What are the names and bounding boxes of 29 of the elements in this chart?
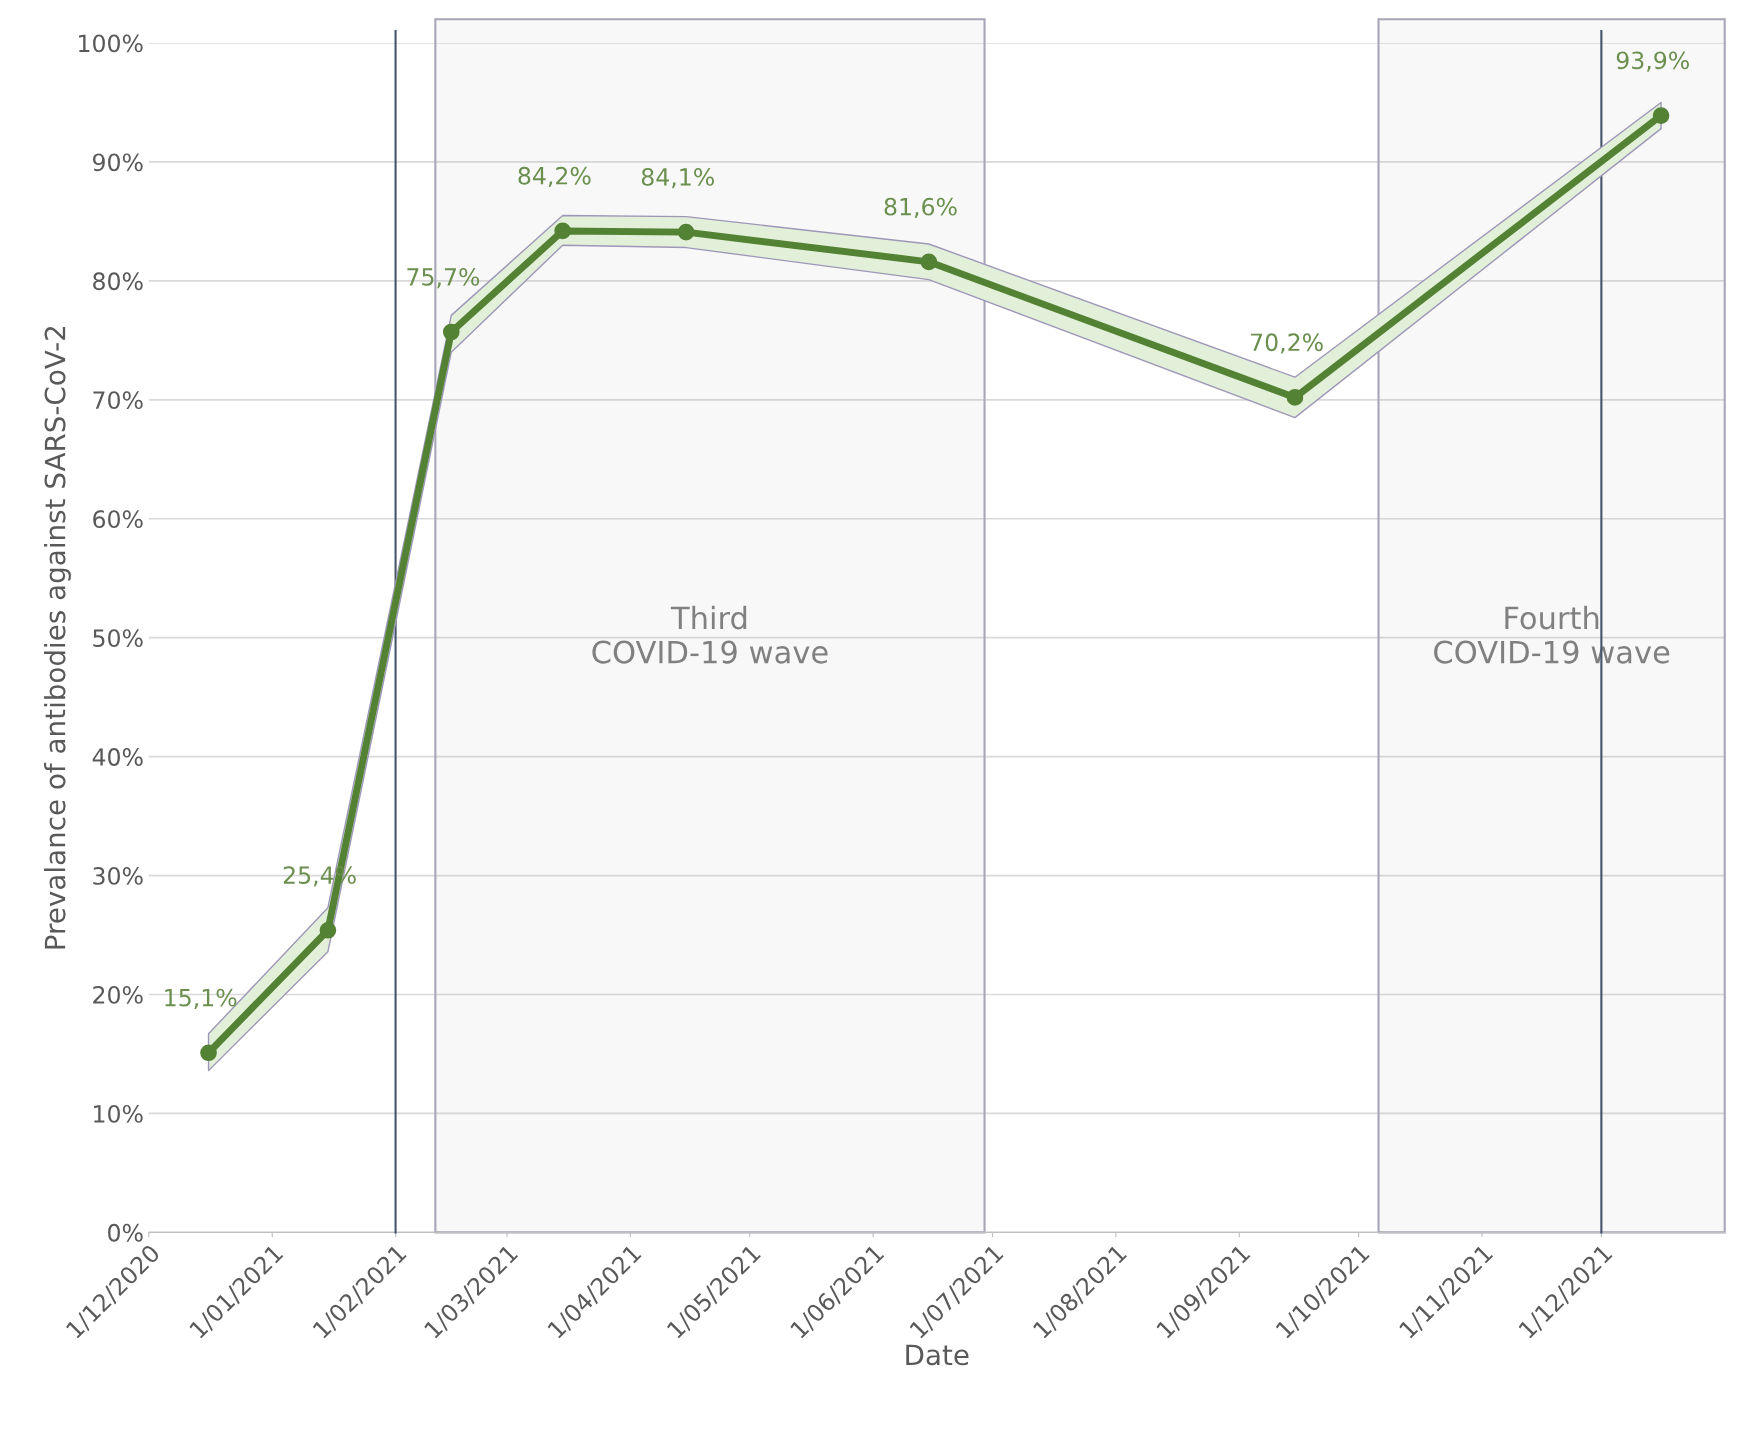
point (920, 253, 938, 271)
y-tick-label: 0% (108, 1223, 143, 1242)
y-tick-label: 20% (93, 985, 143, 1004)
point (442, 323, 460, 341)
data-label: 15,1% (165, 988, 237, 1009)
y-axis-title: Prevalance of antibodies against SARS-CoV-2 (44, 326, 71, 949)
y-tick-label: 70% (93, 391, 143, 410)
y-tick-label: 90% (92, 153, 143, 172)
y-tick-label: 100% (79, 34, 143, 53)
data-label: 93,9% (1616, 51, 1689, 72)
y-tick-label: 80% (93, 272, 143, 291)
x-axis-title: Date (906, 1344, 969, 1366)
point (1286, 389, 1304, 406)
data-label: 75,7% (407, 267, 480, 289)
point (554, 222, 572, 240)
point (319, 921, 337, 939)
y-tick-label: 50% (93, 629, 143, 647)
y-tick-label: 30% (93, 867, 143, 885)
band-label: Third COVID-19 wave (592, 605, 828, 664)
y-tick-label: 10% (94, 1104, 143, 1123)
point (200, 1044, 217, 1062)
y-tick-label: 40% (92, 748, 143, 766)
data-label: 84,2% (518, 166, 591, 188)
data-label: 81,6% (884, 197, 957, 219)
data-label: 70,2% (1251, 333, 1323, 354)
data-label: 84,1% (641, 168, 714, 189)
y-tick-label: 60% (93, 510, 143, 529)
point (677, 223, 695, 241)
point (1652, 107, 1670, 124)
